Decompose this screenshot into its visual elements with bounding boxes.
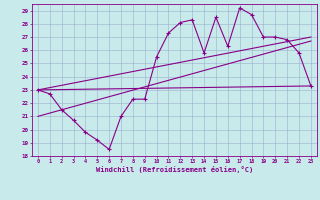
X-axis label: Windchill (Refroidissement éolien,°C): Windchill (Refroidissement éolien,°C) <box>96 166 253 173</box>
